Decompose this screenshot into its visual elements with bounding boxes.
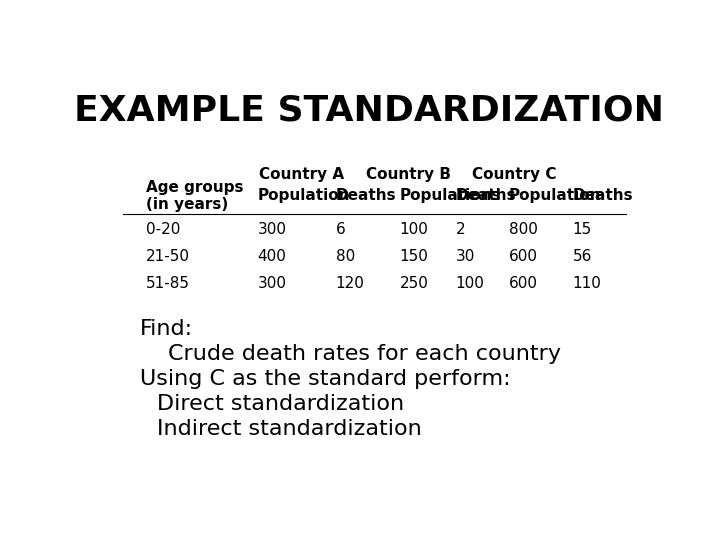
Text: Population: Population <box>258 188 350 203</box>
Text: Deaths: Deaths <box>572 188 634 203</box>
Text: Country A: Country A <box>259 167 345 183</box>
Text: 600: 600 <box>508 248 538 264</box>
Text: 0-20: 0-20 <box>145 221 180 237</box>
Text: 120: 120 <box>336 275 364 291</box>
Text: EXAMPLE STANDARDIZATION: EXAMPLE STANDARDIZATION <box>74 94 664 128</box>
Text: Crude death rates for each country: Crude death rates for each country <box>168 344 561 364</box>
Text: 800: 800 <box>508 221 537 237</box>
Text: Age groups
(in years): Age groups (in years) <box>145 180 243 212</box>
Text: Country C: Country C <box>472 167 557 183</box>
Text: 400: 400 <box>258 248 287 264</box>
Text: 2: 2 <box>456 221 465 237</box>
Text: 51-85: 51-85 <box>145 275 190 291</box>
Text: 250: 250 <box>400 275 428 291</box>
Text: 100: 100 <box>456 275 485 291</box>
Text: Indirect standardization: Indirect standardization <box>157 418 422 438</box>
Text: 15: 15 <box>572 221 592 237</box>
Text: 150: 150 <box>400 248 428 264</box>
Text: 6: 6 <box>336 221 346 237</box>
Text: 100: 100 <box>400 221 428 237</box>
Text: Using C as the standard perform:: Using C as the standard perform: <box>140 369 511 389</box>
Text: Deaths: Deaths <box>456 188 516 203</box>
Text: 110: 110 <box>572 275 601 291</box>
Text: 56: 56 <box>572 248 592 264</box>
Text: 300: 300 <box>258 221 287 237</box>
Text: Direct standardization: Direct standardization <box>157 394 404 414</box>
Text: Population: Population <box>508 188 601 203</box>
Text: Country B: Country B <box>366 167 451 183</box>
Text: 80: 80 <box>336 248 355 264</box>
Text: Populations: Populations <box>400 188 501 203</box>
Text: 600: 600 <box>508 275 538 291</box>
Text: 21-50: 21-50 <box>145 248 190 264</box>
Text: Deaths: Deaths <box>336 188 396 203</box>
Text: 30: 30 <box>456 248 475 264</box>
Text: Find:: Find: <box>140 319 194 339</box>
Text: 300: 300 <box>258 275 287 291</box>
